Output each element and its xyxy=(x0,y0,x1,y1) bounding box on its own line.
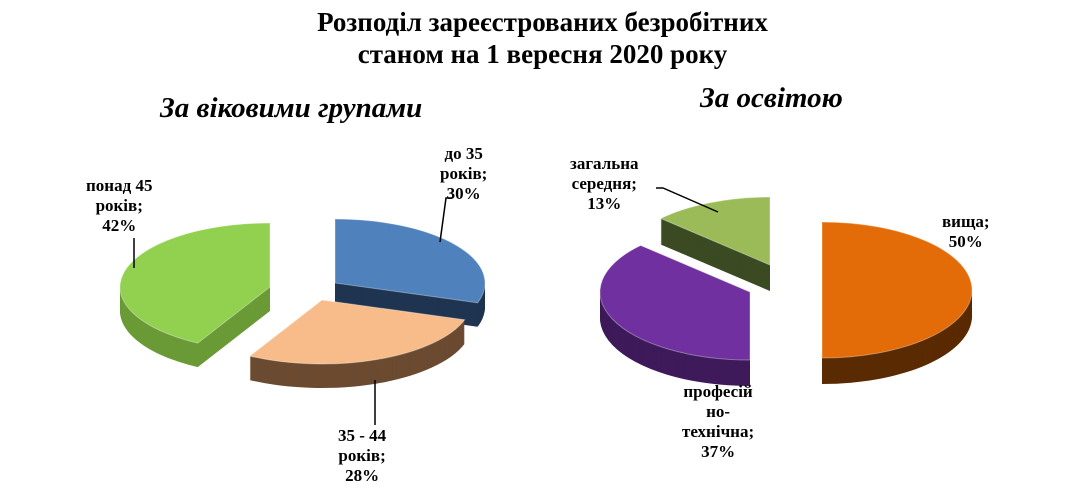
slice-top xyxy=(821,221,973,359)
age-chart-title: За віковими групами xyxy=(160,92,423,124)
chart-title-line1: Розподіл зареєстрованих безробітних xyxy=(317,7,768,37)
data-label-over-45: понад 45 років; 42% xyxy=(86,176,153,235)
slice-over-45 xyxy=(119,222,271,368)
slice-35-44 xyxy=(248,299,466,388)
slice-vocational xyxy=(599,244,751,386)
education-chart-title: За освітою xyxy=(700,82,843,114)
chart-title-line2: станом на 1 вересня 2020 року xyxy=(357,39,728,69)
leader-line-general-secondary xyxy=(656,187,719,213)
data-label-higher: вища; 50% xyxy=(942,212,990,251)
slice-top xyxy=(248,299,466,365)
slice-top xyxy=(334,218,486,304)
leader-line-under-35 xyxy=(439,197,452,243)
data-label-under-35: до 35 років; 30% xyxy=(440,144,488,203)
slice-top xyxy=(659,196,771,266)
data-label-vocational: професій но-технічна; 37% xyxy=(682,382,755,461)
slice-under-35 xyxy=(334,218,486,327)
slice-top xyxy=(599,244,751,361)
slice-higher xyxy=(821,221,973,384)
slice-general-secondary xyxy=(659,196,771,291)
data-label-general-secondary: загальна середня; 13% xyxy=(570,154,639,213)
slice-top xyxy=(119,222,271,344)
data-label-35-44: 35 - 44 років; 28% xyxy=(338,426,387,485)
